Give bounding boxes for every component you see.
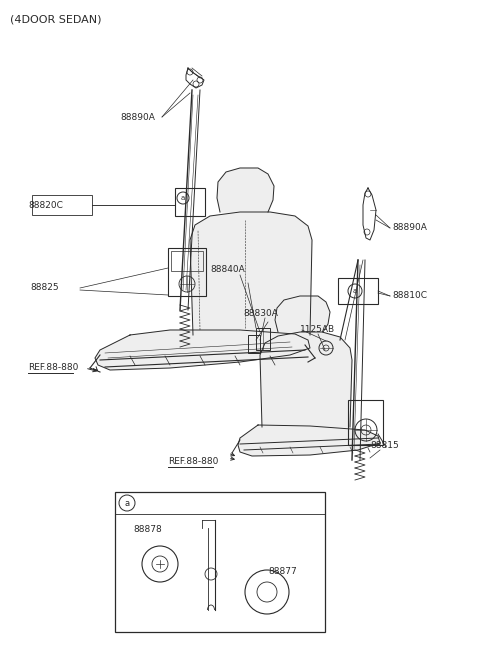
Bar — [348, 400, 383, 445]
Text: 88830A: 88830A — [243, 310, 278, 318]
Bar — [175, 188, 205, 216]
Text: REF.88-880: REF.88-880 — [168, 457, 218, 466]
Text: 88810C: 88810C — [392, 291, 427, 301]
Text: 88840A: 88840A — [210, 265, 245, 274]
Text: 1125AB: 1125AB — [300, 326, 335, 335]
Bar — [32, 195, 92, 215]
Bar — [248, 335, 260, 353]
Text: 88890A: 88890A — [120, 113, 155, 122]
Text: 88878: 88878 — [133, 525, 162, 534]
Text: 88820C: 88820C — [28, 202, 63, 210]
Text: (4DOOR SEDAN): (4DOOR SEDAN) — [10, 14, 101, 24]
Text: 88825: 88825 — [30, 284, 59, 293]
Bar — [171, 251, 203, 271]
Text: 88815: 88815 — [370, 441, 399, 451]
Text: 88877: 88877 — [268, 567, 297, 576]
Text: a: a — [353, 288, 357, 294]
Polygon shape — [217, 168, 274, 212]
Text: 88890A: 88890A — [392, 223, 427, 233]
Bar — [338, 278, 378, 304]
Text: REF.88-880: REF.88-880 — [28, 364, 78, 373]
Polygon shape — [275, 296, 330, 332]
Text: a: a — [124, 498, 130, 508]
Bar — [168, 248, 206, 296]
Text: a: a — [181, 195, 185, 201]
Polygon shape — [95, 330, 310, 370]
Bar — [115, 492, 325, 632]
Bar — [256, 328, 270, 350]
Polygon shape — [190, 212, 312, 335]
Polygon shape — [238, 425, 380, 456]
Polygon shape — [260, 332, 352, 427]
